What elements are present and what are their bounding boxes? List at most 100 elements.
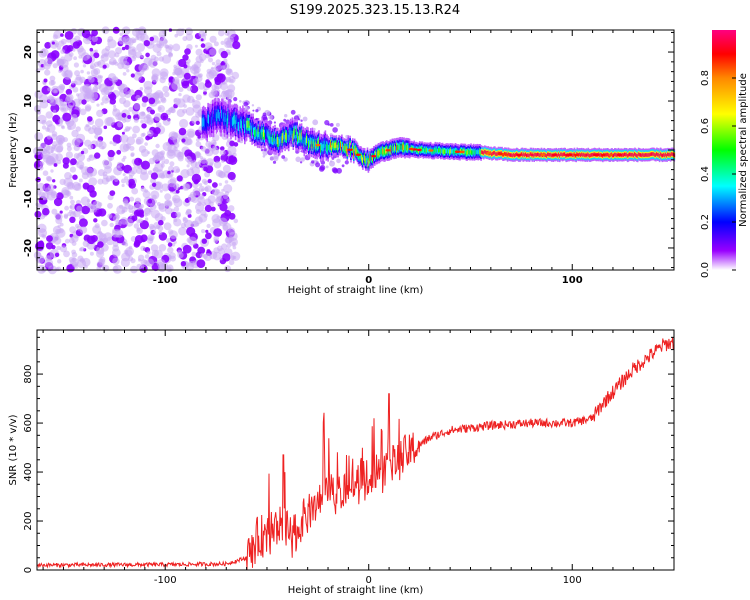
heatmap-signal-cell: [472, 149, 475, 154]
heatmap-signal-cell: [376, 151, 379, 157]
heatmap-peak-cell: [565, 153, 570, 157]
heatmap-noise-cell: [212, 182, 218, 188]
heatmap-signal-cell: [628, 152, 631, 157]
heatmap-signal-cell: [348, 144, 350, 151]
heatmap-noise-cell: [94, 152, 101, 159]
heatmap-signal-cell: [396, 144, 399, 151]
heatmap-noise-cell: [50, 50, 60, 59]
heatmap-signal-cell: [364, 158, 367, 164]
heatmap-noise-cell: [116, 149, 122, 155]
heatmap-noise-cell: [47, 95, 55, 103]
heatmap-signal-cell: [309, 137, 312, 145]
heatmap-noise-cell: [107, 213, 113, 219]
heatmap-signal-cell: [654, 153, 656, 157]
heatmap-noise-cell: [201, 229, 206, 234]
heatmap-noise-cell: [66, 104, 73, 111]
heatmap-noise-cell: [71, 235, 79, 243]
heatmap-signal-cell: [494, 152, 497, 156]
heatmap-noise-cell: [168, 165, 174, 172]
heatmap-noise-cell: [119, 204, 123, 209]
heatmap-signal-cell: [248, 120, 251, 128]
heatmap-noise-cell: [138, 159, 143, 163]
heatmap-noise-cell: [218, 29, 225, 37]
heatmap-noise-cell: [131, 187, 139, 195]
heatmap-noise-cell: [230, 78, 234, 83]
heatmap-noise-cell: [174, 33, 178, 38]
heatmap-signal-cell: [399, 144, 402, 150]
heatmap-noise-cell: [112, 215, 120, 222]
heatmap-signal-cell: [573, 152, 576, 156]
heatmap-noise-cell: [213, 238, 219, 244]
heatmap-signal-cell: [635, 153, 637, 157]
heatmap-noise-cell: [168, 82, 172, 86]
heatmap-peak-cell: [385, 149, 391, 152]
heatmap-noise-cell: [51, 41, 55, 45]
heatmap-signal-cell: [307, 136, 309, 144]
heatmap-noise-cell: [92, 225, 101, 234]
heatmap-noise-cell: [141, 96, 149, 103]
heatmap-noise-cell: [122, 118, 127, 123]
heatmap-noise-cell: [150, 244, 159, 252]
heatmap-signal-cell: [331, 145, 333, 151]
heatmap-noise-cell: [136, 43, 146, 52]
heatmap-signal-cell: [588, 153, 590, 157]
heatmap-noise-cell: [37, 264, 46, 274]
snr-x-axis-label: Height of straight line (km): [288, 585, 424, 596]
heatmap-noise-cell: [90, 97, 96, 104]
heatmap-signal-cell: [586, 153, 589, 158]
heatmap-noise-cell: [262, 112, 267, 117]
heatmap-signal-cell: [222, 109, 224, 119]
heatmap-noise-cell: [154, 113, 163, 122]
heatmap-noise-cell: [113, 166, 123, 176]
heatmap-signal-cell: [605, 153, 608, 157]
heatmap-noise-cell: [93, 68, 101, 75]
heatmap-noise-cell: [131, 215, 138, 222]
heatmap-noise-cell: [336, 167, 342, 174]
heatmap-signal-cell: [311, 136, 314, 144]
heatmap-signal-cell: [401, 144, 404, 150]
heatmap-noise-cell: [160, 112, 169, 121]
heatmap-signal-cell: [226, 118, 229, 128]
heatmap-noise-cell: [183, 72, 191, 80]
heatmap-signal-cell: [287, 132, 289, 140]
heatmap-noise-cell: [332, 127, 338, 133]
heatmap-signal-cell: [670, 152, 673, 156]
heatmap-noise-cell: [182, 216, 187, 221]
heatmap-noise-cell: [143, 207, 152, 216]
heatmap-noise-cell: [252, 109, 255, 112]
heatmap-signal-cell: [256, 131, 259, 139]
heatmap-signal-cell: [652, 152, 654, 156]
heatmap-signal-cell: [559, 154, 561, 158]
heatmap-noise-cell: [227, 171, 236, 181]
heatmap-signal-cell: [393, 146, 395, 153]
heatmap-signal-cell: [266, 129, 268, 137]
heatmap-noise-cell: [269, 156, 275, 161]
heatmap-signal-cell: [465, 150, 468, 156]
heatmap-signal-cell: [529, 152, 532, 156]
heatmap-signal-cell: [276, 137, 279, 145]
heatmap-noise-cell: [151, 75, 159, 83]
heatmap-noise-cell: [273, 121, 276, 124]
heatmap-noise-cell: [66, 142, 72, 148]
heatmap-noise-cell: [96, 231, 104, 240]
heatmap-signal-cell: [538, 153, 541, 157]
heatmap-noise-cell: [112, 141, 117, 147]
heatmap-noise-cell: [128, 89, 135, 96]
heatmap-noise-cell: [126, 69, 130, 73]
heatmap-noise-cell: [182, 244, 192, 254]
heatmap-signal-cell: [478, 149, 480, 155]
heatmap-signal-cell: [661, 154, 664, 158]
heatmap-signal-cell: [368, 158, 371, 164]
heatmap-signal-cell: [279, 136, 282, 144]
heatmap-signal-cell: [238, 122, 241, 131]
heatmap-noise-cell: [37, 240, 45, 248]
heatmap-signal-cell: [223, 116, 226, 126]
spectrogram-y-axis-label: Frequency (Hz): [8, 112, 19, 188]
heatmap-noise-cell: [209, 48, 217, 56]
heatmap-noise-cell: [212, 145, 217, 151]
heatmap-noise-cell: [219, 257, 223, 261]
heatmap-signal-cell: [233, 115, 235, 125]
heatmap-noise-cell: [283, 118, 287, 122]
heatmap-signal-cell: [480, 150, 482, 156]
heatmap-noise-cell: [150, 109, 155, 115]
